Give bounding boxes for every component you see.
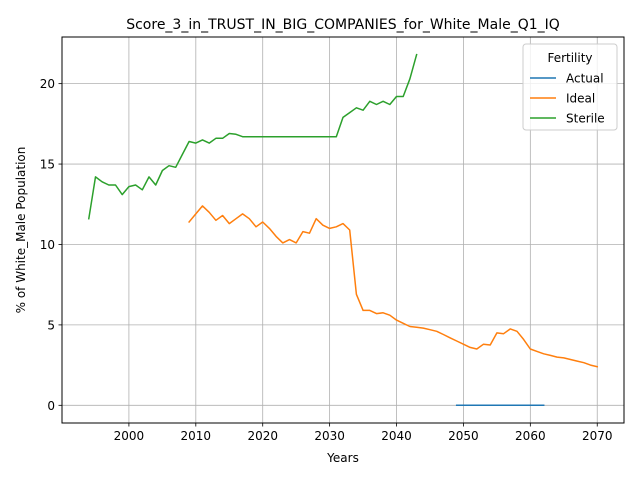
legend-label-actual: Actual bbox=[566, 72, 604, 86]
chart-title: Score_3_in_TRUST_IN_BIG_COMPANIES_for_Wh… bbox=[126, 17, 560, 33]
y-tick-label: 10 bbox=[40, 238, 55, 252]
legend-title: Fertility bbox=[547, 51, 592, 65]
x-tick-label: 2000 bbox=[114, 429, 145, 443]
y-tick-label: 15 bbox=[40, 158, 55, 172]
y-axis-ticks: 0 5 10 15 20 bbox=[40, 77, 62, 413]
x-tick-label: 2040 bbox=[381, 429, 412, 443]
series-line-ideal bbox=[188, 205, 599, 368]
x-tick-label: 2070 bbox=[582, 429, 613, 443]
y-tick-label: 5 bbox=[47, 318, 55, 332]
plot-frame bbox=[61, 36, 625, 424]
x-tick-label: 2050 bbox=[448, 429, 479, 443]
legend-box bbox=[522, 43, 618, 131]
x-tick-label: 2030 bbox=[314, 429, 345, 443]
x-tick-label: 2020 bbox=[247, 429, 278, 443]
series-lines bbox=[87, 53, 599, 407]
legend-label-sterile: Sterile bbox=[566, 112, 605, 126]
x-tick-label: 2060 bbox=[515, 429, 546, 443]
x-tick-label: 2010 bbox=[181, 429, 212, 443]
legend: Fertility Actual Ideal Sterile bbox=[522, 43, 618, 131]
y-axis-label: % of White_Male Population bbox=[14, 147, 28, 314]
x-axis-label: Years bbox=[326, 451, 359, 465]
legend-label-ideal: Ideal bbox=[566, 92, 595, 106]
y-tick-label: 0 bbox=[47, 399, 55, 413]
y-tick-label: 20 bbox=[40, 77, 55, 91]
series-line-sterile bbox=[87, 53, 418, 220]
x-axis-ticks: 2000 2010 2020 2030 2040 2050 2060 2070 bbox=[114, 423, 613, 443]
